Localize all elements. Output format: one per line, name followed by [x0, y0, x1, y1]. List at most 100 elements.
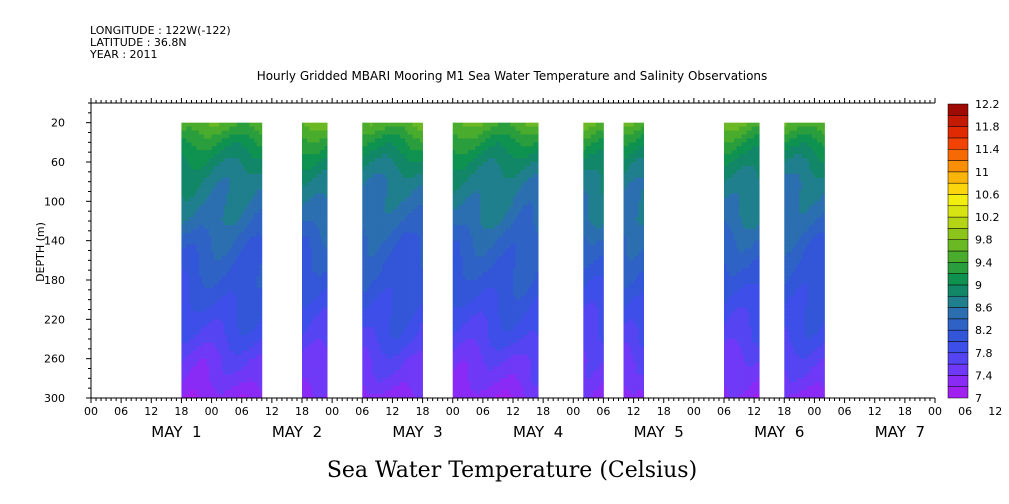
colorbar-label: 11 — [975, 166, 989, 179]
colorbar-swatch — [947, 295, 969, 308]
colorbar-swatch — [947, 284, 969, 297]
colorbar-swatch — [947, 103, 969, 116]
data-segment — [362, 122, 423, 399]
x-day-label: MAY 7 — [875, 423, 925, 441]
colorbar-swatch — [947, 216, 969, 229]
longitude-label: LONGITUDE : 122W(-122) — [90, 24, 231, 37]
colorbar-swatch — [947, 262, 969, 274]
colorbar-swatch — [947, 273, 969, 286]
colorbar-label: 10.2 — [975, 211, 1000, 224]
plot-area — [181, 122, 825, 399]
colorbar-label: 8.6 — [975, 302, 993, 315]
y-tick-label: 60 — [51, 156, 65, 169]
x-tick-label: 18 — [174, 405, 188, 418]
x-tick-label: 12 — [988, 405, 1002, 418]
colorbar-label: 9.8 — [975, 234, 993, 247]
x-day-label: MAY 4 — [513, 423, 563, 441]
x-tick-label: 06 — [476, 405, 490, 418]
x-tick-label: 00 — [325, 405, 339, 418]
y-tick-label: 100 — [44, 195, 65, 208]
colorbar-swatch — [947, 115, 969, 127]
x-day-label: MAY 1 — [151, 423, 201, 441]
y-tick-label: 220 — [44, 313, 65, 326]
data-segment — [181, 122, 263, 399]
colorbar-swatch — [947, 160, 969, 173]
x-tick-label: 12 — [144, 405, 158, 418]
colorbar-swatch — [947, 363, 969, 376]
colorbar-label: 12.2 — [975, 98, 1000, 111]
x-tick-label: 06 — [958, 405, 972, 418]
colorbar-label: 11.8 — [975, 121, 1000, 134]
y-tick-label: 140 — [44, 235, 65, 248]
colorbar-label: 9.4 — [975, 256, 993, 269]
x-tick-label: 00 — [807, 405, 821, 418]
x-tick-label: 06 — [596, 405, 610, 418]
x-tick-label: 12 — [265, 405, 279, 418]
x-tick-label: 18 — [657, 405, 671, 418]
colorbar-swatch — [947, 318, 969, 331]
colorbar-swatch — [947, 171, 969, 184]
x-tick-label: 00 — [205, 405, 219, 418]
colorbar-label: 10.6 — [975, 188, 1000, 201]
y-tick-label: 300 — [44, 392, 65, 405]
x-tick-label: 06 — [838, 405, 852, 418]
data-segment — [302, 122, 328, 399]
x-tick-label: 00 — [84, 405, 98, 418]
colorbar: 7 7.4 7.8 8.2 8.6 9 9.4 9.8 10.2 10.6 11 11.4 11.8 12… — [947, 98, 1000, 405]
x-tick-label: 12 — [506, 405, 520, 418]
colorbar-swatch — [947, 194, 969, 207]
colorbar-label: 11.4 — [975, 143, 1000, 156]
colorbar-swatch — [947, 148, 969, 161]
x-tick-label: 18 — [536, 405, 550, 418]
colorbar-swatch — [947, 375, 969, 387]
colorbar-swatch — [947, 126, 969, 139]
y-axis-label: DEPTH (m) — [34, 222, 47, 282]
colorbar-swatch — [947, 182, 969, 195]
colorbar-swatch — [947, 386, 969, 399]
x-tick-label: 00 — [566, 405, 580, 418]
x-tick-label: 12 — [627, 405, 641, 418]
x-tick-label: 18 — [295, 405, 309, 418]
y-tick-label: 180 — [44, 274, 65, 287]
x-tick-label: 00 — [446, 405, 460, 418]
colorbar-label: 9 — [975, 279, 982, 292]
data-segment — [452, 122, 539, 399]
x-tick-label: 06 — [717, 405, 731, 418]
x-tick-label: 12 — [747, 405, 761, 418]
x-day-label: MAY 5 — [634, 423, 684, 441]
colorbar-swatch — [947, 329, 969, 342]
axes: 00 06 12 18 00 06 12 18 00 06 12 18 00 06 12 18 00 06 12 18… — [44, 98, 1002, 441]
colorbar-label: 8.2 — [975, 324, 993, 337]
colorbar-label: 7.8 — [975, 347, 993, 360]
x-tick-label: 18 — [898, 405, 912, 418]
data-segment — [724, 122, 760, 399]
data-segment — [784, 122, 825, 399]
y-tick-label: 260 — [44, 353, 65, 366]
x-day-label: MAY 6 — [754, 423, 804, 441]
colorbar-label: 7 — [975, 392, 982, 405]
x-tick-label: 00 — [687, 405, 701, 418]
latitude-label: LATITUDE : 36.8N — [90, 36, 187, 49]
colorbar-swatch — [947, 239, 969, 252]
data-segment — [623, 122, 645, 399]
colorbar-swatch — [947, 352, 969, 365]
x-tick-label: 06 — [355, 405, 369, 418]
colorbar-swatch — [947, 341, 969, 354]
y-tick-label: 20 — [51, 117, 65, 130]
x-tick-label: 06 — [235, 405, 249, 418]
colorbar-swatch — [947, 205, 969, 218]
colorbar-swatch — [947, 250, 969, 263]
x-tick-label: 00 — [928, 405, 942, 418]
x-day-label: MAY 2 — [272, 423, 322, 441]
year-label: YEAR : 2011 — [90, 48, 158, 61]
data-segment — [583, 122, 604, 399]
x-tick-label: 18 — [777, 405, 791, 418]
x-tick-label: 12 — [868, 405, 882, 418]
colorbar-swatch — [947, 228, 969, 240]
x-axis-label: Sea Water Temperature (Celsius) — [327, 458, 697, 483]
x-day-label: MAY 3 — [392, 423, 442, 441]
colorbar-swatch — [947, 137, 969, 150]
chart-title: Hourly Gridded MBARI Mooring M1 Sea Wate… — [257, 69, 768, 83]
colorbar-label: 7.4 — [975, 369, 993, 382]
